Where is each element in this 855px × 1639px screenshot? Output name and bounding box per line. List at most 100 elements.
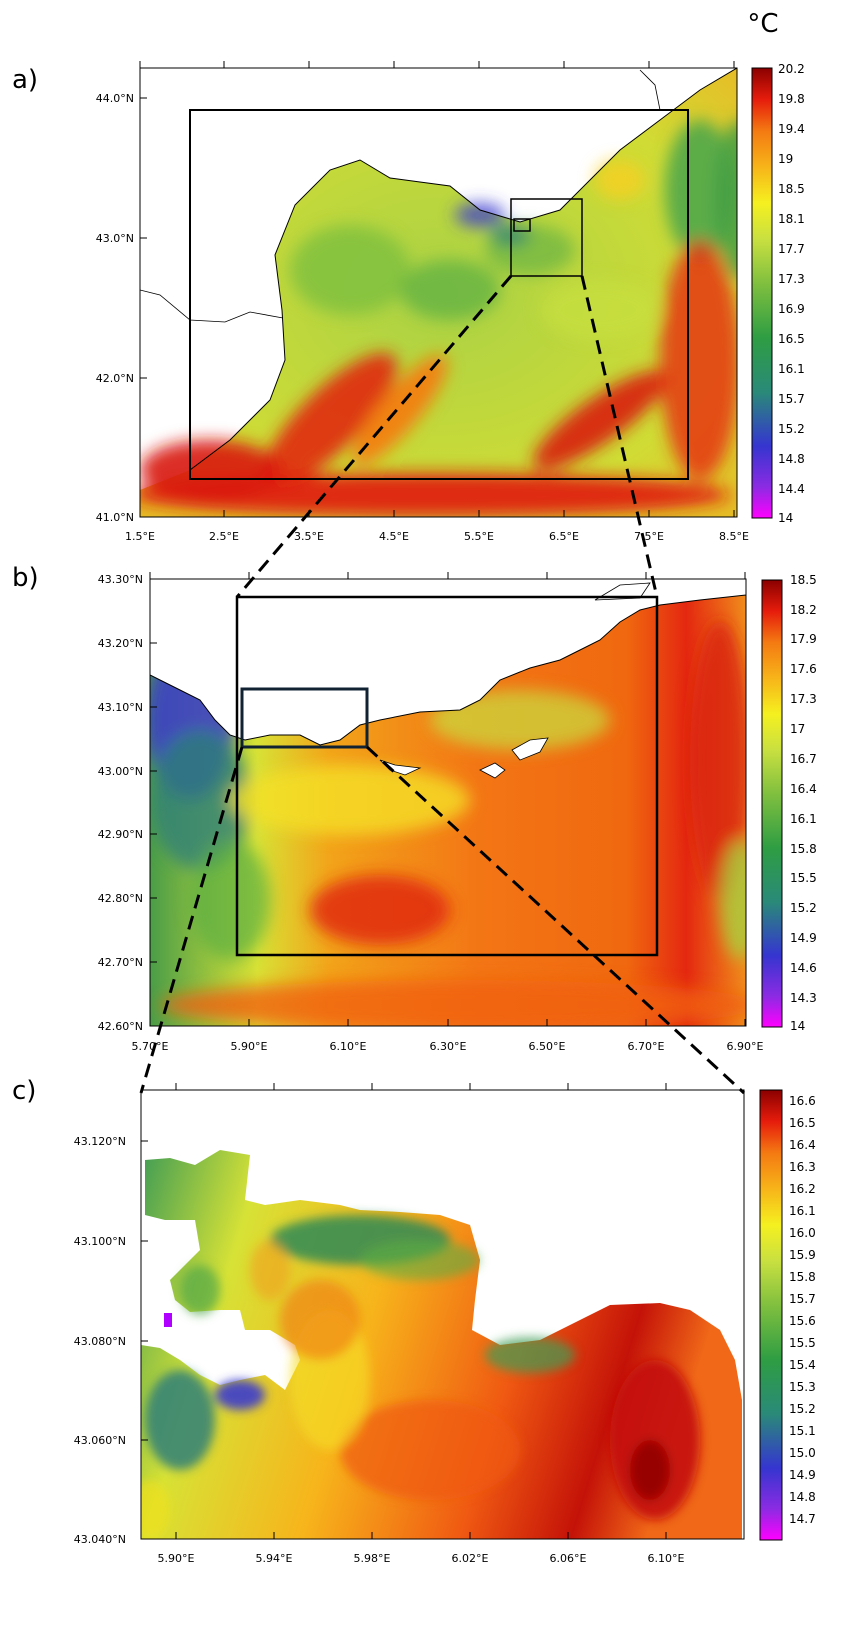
zoom-connectors <box>139 275 746 1095</box>
panel-c-colorbar-label: 14.9 <box>789 1468 816 1482</box>
panel-c-colorbar-label: 16.4 <box>789 1138 816 1152</box>
panel-c-x-tick-label: 6.06°E <box>550 1552 587 1565</box>
panel-a-colorbar-label: 14.4 <box>778 482 805 496</box>
panel-b-colorbar-label: 14 <box>790 1019 805 1033</box>
connector-b-c-right <box>365 745 746 1095</box>
panel-a-colorbar-label: 16.1 <box>778 362 805 376</box>
panel-c-colorbar-label: 15.4 <box>789 1358 816 1372</box>
panel-c-colorbar-label: 16.3 <box>789 1160 816 1174</box>
panel-c-colorbar-label: 15.2 <box>789 1402 816 1416</box>
panel-a-map <box>140 68 737 517</box>
panel-c-label: c) <box>12 1076 36 1106</box>
panel-c-x-tick-label: 5.90°E <box>158 1552 195 1565</box>
panel-a: a) <box>12 61 805 543</box>
panel-a-x-tick-label: 5.5°E <box>464 530 494 543</box>
panel-c-colorbar-label: 14.8 <box>789 1490 816 1504</box>
panel-c-colorbar-label: 16.1 <box>789 1204 816 1218</box>
panel-a-frame <box>139 67 738 518</box>
connector-a-b-right <box>580 275 659 598</box>
panel-c-colorbar <box>759 1089 783 1541</box>
panel-b-y-tick-label: 43.20°N <box>98 637 143 650</box>
panel-b-colorbar-label: 14.3 <box>790 991 817 1005</box>
panel-a-domain-box <box>189 109 689 480</box>
panel-c-x-ticks <box>175 1083 667 1539</box>
panel-b-x-tick-label: 5.70°E <box>132 1040 169 1053</box>
panel-c-colorbar-label: 15.8 <box>789 1270 816 1284</box>
panel-b-x-tick-label: 6.30°E <box>430 1040 467 1053</box>
panel-b-colorbar-label: 15.8 <box>790 842 817 856</box>
panel-a-colorbar <box>751 67 773 519</box>
panel-a-colorbar-label: 15.7 <box>778 392 805 406</box>
panel-c-colorbar-label: 15.7 <box>789 1292 816 1306</box>
panel-a-zoom-box <box>510 198 583 277</box>
panel-b-colorbar-label: 14.6 <box>790 961 817 975</box>
panel-a-x-tick-label: 2.5°E <box>209 530 239 543</box>
panel-c-y-tick-label: 43.120°N <box>74 1135 126 1148</box>
connector-b-c-left <box>139 746 244 1094</box>
panel-c-colorbar-label: 16.6 <box>789 1094 816 1108</box>
panel-c-colorbar-label: 15.6 <box>789 1314 816 1328</box>
panel-b-colorbar-label: 15.2 <box>790 901 817 915</box>
panel-c-colorbar-label: 15.5 <box>789 1336 816 1350</box>
panel-c-colorbar-label: 15.3 <box>789 1380 816 1394</box>
panel-b-y-tick-label: 42.90°N <box>98 828 143 841</box>
panel-b-colorbar-label: 16.4 <box>790 782 817 796</box>
panel-b-label: b) <box>12 563 39 593</box>
panel-c-x-tick-label: 6.02°E <box>452 1552 489 1565</box>
panel-b-y-tick-label: 43.00°N <box>98 765 143 778</box>
panel-a-x-tick-label: 6.5°E <box>549 530 579 543</box>
panel-c-x-tick-label: 5.98°E <box>354 1552 391 1565</box>
panel-c-y-ticks <box>141 1140 148 1540</box>
panel-b-colorbar-label: 14.9 <box>790 931 817 945</box>
panel-a-colorbar-label: 18.5 <box>778 182 805 196</box>
panel-b-colorbar-label: 15.5 <box>790 871 817 885</box>
panel-c-colorbar-label: 14.7 <box>789 1512 816 1526</box>
panel-a-y-tick-label: 41.0°N <box>96 511 134 524</box>
panel-b-y-tick-label: 42.70°N <box>98 956 143 969</box>
panel-c-colorbar-label: 15.0 <box>789 1446 816 1460</box>
panel-a-colorbar-label: 18.1 <box>778 212 805 226</box>
panel-b-colorbar-label: 16.7 <box>790 752 817 766</box>
panel-c: c) <box>12 1076 816 1565</box>
panel-a-colorbar-label: 14.8 <box>778 452 805 466</box>
panel-b-colorbar-label: 18.5 <box>790 573 817 587</box>
panel-b-colorbar-label: 17 <box>790 722 805 736</box>
panel-b-map <box>150 579 746 1026</box>
panel-a-y-tick-label: 42.0°N <box>96 372 134 385</box>
panel-a-x-tick-label: 1.5°E <box>125 530 155 543</box>
panel-c-colorbar-label: 16.2 <box>789 1182 816 1196</box>
panel-a-coastline <box>189 68 737 471</box>
connector-a-b-left <box>235 275 513 598</box>
panel-a-colorbar-label: 16.5 <box>778 332 805 346</box>
panel-b-land <box>150 579 746 746</box>
panel-a-y-ticks <box>140 97 147 518</box>
panel-b-x-tick-label: 5.90°E <box>231 1040 268 1053</box>
panel-a-x-tick-label: 3.5°E <box>294 530 324 543</box>
panel-b-y-tick-label: 42.80°N <box>98 892 143 905</box>
panel-a-colorbar-label: 14 <box>778 511 793 525</box>
panel-c-y-tick-label: 43.060°N <box>74 1434 126 1447</box>
panel-a-colorbar-label: 20.2 <box>778 62 805 76</box>
panel-c-colorbar-label: 15.1 <box>789 1424 816 1438</box>
panel-c-frame <box>140 1089 745 1540</box>
panel-b-colorbar-label: 17.6 <box>790 662 817 676</box>
panel-b-y-tick-label: 43.30°N <box>98 573 143 586</box>
panel-b-colorbar-label: 16.1 <box>790 812 817 826</box>
panel-c-colorbar-label: 16.5 <box>789 1116 816 1130</box>
panel-b-colorbar-label: 18.2 <box>790 603 817 617</box>
panel-b-colorbar-label: 17.9 <box>790 632 817 646</box>
panel-a-y-tick-label: 43.0°N <box>96 232 134 245</box>
panel-a-y-tick-label: 44.0°N <box>96 92 134 105</box>
panel-a-x-tick-label: 7.5°E <box>634 530 664 543</box>
panel-b-x-tick-label: 6.10°E <box>330 1040 367 1053</box>
panel-b-y-ticks <box>150 578 157 1027</box>
panel-c-y-tick-label: 43.100°N <box>74 1235 126 1248</box>
panel-c-x-tick-label: 5.94°E <box>256 1552 293 1565</box>
panel-b-y-tick-label: 42.60°N <box>98 1020 143 1033</box>
panel-c-y-tick-label: 43.080°N <box>74 1335 126 1348</box>
panel-a-x-tick-label: 4.5°E <box>379 530 409 543</box>
panel-a-x-tick-label: 8.5°E <box>719 530 749 543</box>
panel-a-label: a) <box>12 65 38 95</box>
panel-a-colorbar-label: 19 <box>778 152 793 166</box>
